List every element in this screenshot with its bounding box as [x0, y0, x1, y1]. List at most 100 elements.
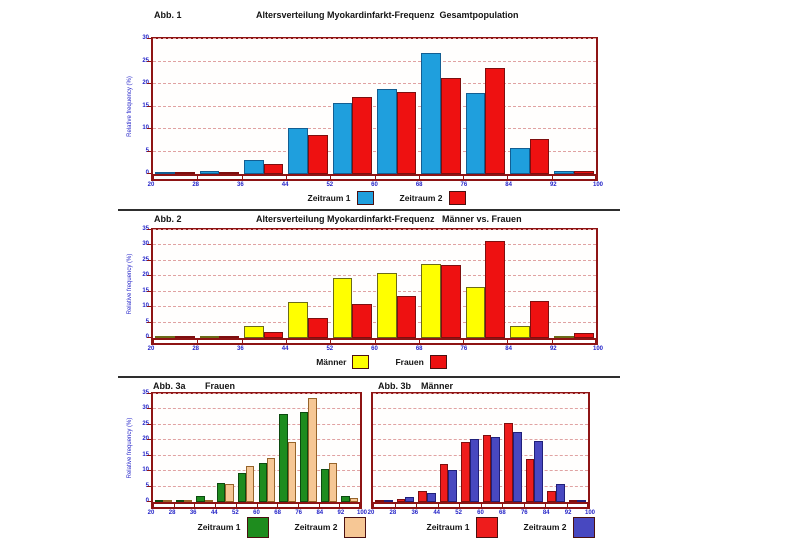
bar-männer-bin2	[199, 335, 220, 338]
gridline	[153, 290, 596, 292]
x-tick-mark	[241, 340, 243, 343]
y-tick-label: 35	[142, 226, 149, 232]
legend-swatch	[246, 516, 269, 538]
bar-zeitraum-2-bin1	[383, 500, 393, 502]
bar-zeitraum-1-bin1	[155, 172, 176, 174]
x-tick-label: 20	[147, 510, 155, 516]
y-tick-mark	[147, 321, 152, 323]
bar-zeitraum-2-bin7	[440, 78, 461, 174]
legend-item: Zeitraum 1	[426, 516, 498, 538]
gridline	[153, 485, 360, 487]
x-axis-labels-abb3b: 20 28 36 44 52 60 68 76 84 92 100	[368, 510, 595, 518]
x-tick-label: 100	[584, 510, 595, 516]
bar-zeitraum-1-bin1	[375, 500, 384, 502]
bar-zeitraum-1-bin7	[421, 52, 441, 174]
legend-label: Zeitraum 1	[426, 522, 470, 532]
bar-frauen-bin8	[485, 240, 505, 338]
x-tick-mark	[418, 340, 420, 343]
histogram-abb3b	[371, 392, 590, 504]
bar-zeitraum-2-bin9	[529, 138, 550, 174]
y-tick-mark	[147, 83, 152, 84]
gridline	[153, 439, 360, 441]
bar-zeitraum-1-bin7	[279, 414, 288, 502]
x-tick-mark	[523, 504, 525, 507]
x-tick-mark	[507, 176, 509, 179]
bar-zeitraum-2-bin5	[246, 465, 255, 502]
gridline	[153, 321, 596, 323]
bar-zeitraum-2-bin8	[308, 397, 317, 502]
bar-frauen-bin1	[175, 336, 195, 338]
x-tick-mark	[285, 340, 287, 343]
legend-item: Zeitraum 1	[308, 190, 374, 205]
bar-männer-bin5	[332, 278, 353, 338]
y-tick-mark	[147, 60, 152, 62]
legend-item: Männer	[316, 354, 370, 369]
x-tick-label: 28	[192, 182, 200, 188]
legend-swatch	[429, 354, 447, 369]
x-tick-label: 84	[316, 510, 324, 516]
legend-label: Frauen	[395, 356, 424, 367]
x-tick-mark	[595, 176, 596, 179]
figure-label-abb3a: Abb. 3a	[153, 381, 186, 391]
gridline	[373, 470, 588, 472]
x-tick-mark	[330, 176, 332, 179]
bar-zeitraum-1-bin8	[299, 411, 309, 502]
bar-zeitraum-2-bin7	[512, 431, 522, 502]
y-tick-label: 25	[142, 420, 149, 427]
bar-zeitraum-1-bin10	[554, 171, 574, 174]
y-tick-mark	[147, 393, 152, 394]
gridline	[153, 393, 360, 394]
x-axis-strip-abb3a	[151, 504, 362, 509]
y-tick-label: 10	[142, 125, 149, 131]
bar-zeitraum-1-bin2	[199, 171, 220, 174]
y-tick-label: 15	[142, 102, 149, 109]
histogram-abb3a: 05101520253035	[142, 390, 362, 504]
y-tick-mark	[147, 439, 152, 441]
x-tick-label: 44	[281, 182, 289, 188]
figure-label-abb1: Abb. 1	[154, 10, 182, 20]
y-tick-mark	[147, 470, 152, 472]
bar-zeitraum-2-bin8	[534, 440, 543, 502]
bar-zeitraum-2-bin1	[163, 500, 172, 502]
legend-item: Zeitraum 2	[524, 516, 595, 538]
bar-zeitraum-1-bin3	[244, 159, 264, 174]
y-tick-mark	[147, 337, 152, 338]
y-tick-label: 25	[142, 57, 149, 64]
bar-frauen-bin9	[529, 300, 550, 338]
bar-männer-bin7	[421, 263, 441, 338]
x-tick-mark	[502, 504, 503, 507]
bar-zeitraum-2-bin6	[266, 458, 276, 502]
gridline	[153, 60, 596, 62]
y-tick-mark	[147, 501, 152, 502]
bar-männer-bin9	[509, 325, 530, 338]
y-tick-mark	[147, 244, 152, 246]
legend-swatch	[356, 190, 374, 205]
gridline	[153, 454, 360, 456]
bar-zeitraum-2-bin3	[426, 493, 436, 502]
gridline	[373, 439, 588, 441]
x-tick-label: 76	[295, 510, 303, 516]
x-tick-mark	[285, 176, 287, 179]
x-axis-labels-abb3a: 20 28 36 44 52 60 68 76 84 92 100	[148, 510, 367, 518]
x-axis-labels-abb1: 20 28 36 44 52 60 68 76 84 92 100	[148, 182, 603, 190]
gridline	[153, 150, 596, 152]
bar-zeitraum-2-bin9	[555, 484, 565, 502]
gridline	[373, 393, 588, 394]
histogram-abb2: 05101520253035	[142, 226, 598, 340]
legend-abb2: Männer Frauen	[158, 354, 605, 369]
legend-abb3a: Zeitraum 1 Zeitraum 2	[176, 516, 387, 538]
bar-zeitraum-2-bin1	[175, 172, 195, 174]
x-tick-label: 92	[549, 182, 557, 188]
bar-frauen-bin10	[573, 333, 594, 338]
bar-zeitraum-1-bin3	[418, 490, 427, 502]
x-tick-mark	[339, 504, 341, 507]
bar-zeitraum-2-bin4	[308, 135, 328, 174]
bar-zeitraum-1-bin8	[525, 458, 535, 502]
x-tick-label: 100	[356, 510, 367, 516]
y-tick-mark	[147, 408, 152, 410]
bar-zeitraum-1-bin4	[217, 482, 226, 502]
legend-swatch	[448, 190, 466, 205]
x-tick-mark	[545, 504, 546, 507]
x-tick-label: 44	[210, 510, 218, 516]
bar-zeitraum-2-bin7	[287, 441, 296, 502]
